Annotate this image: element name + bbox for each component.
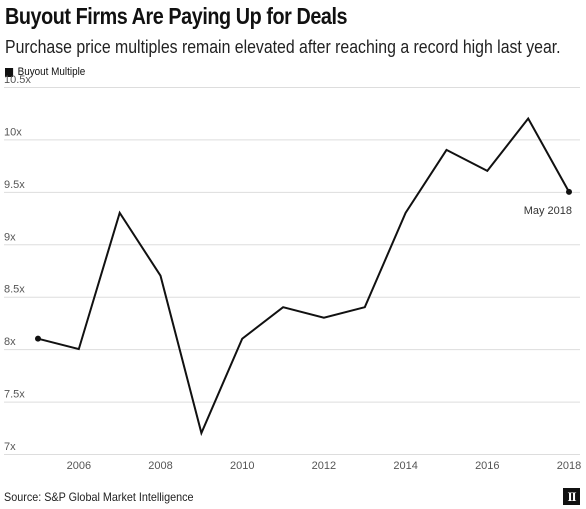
y-tick-label: 8x — [4, 336, 16, 348]
logo: II — [563, 488, 580, 505]
legend-swatch — [5, 67, 14, 77]
x-tick-label: 2014 — [393, 460, 417, 472]
y-tick-label: 8.5x — [4, 284, 25, 296]
x-tick-label: 2012 — [312, 460, 336, 472]
x-tick-label: 2018 — [557, 460, 581, 472]
annotation-label: May 2018 — [524, 205, 572, 217]
y-tick-label: 7.5x — [4, 389, 25, 401]
source-note: Source: S&P Global Market Intelligence — [4, 490, 194, 504]
chart-subtitle: Purchase price multiples remain elevated… — [5, 37, 561, 57]
x-tick-label: 2016 — [475, 460, 499, 472]
y-tick-label: 10x — [4, 126, 22, 138]
legend-label: Buyout Multiple — [17, 66, 86, 78]
y-tick-label: 7x — [4, 441, 16, 453]
y-tick-label: 9x — [4, 231, 16, 243]
legend: Buyout Multiple — [5, 66, 85, 78]
data-point-start — [35, 335, 41, 342]
series-line-buyout-multiple — [37, 116, 570, 437]
data-point-end — [566, 188, 572, 195]
x-tick-label: 2006 — [67, 460, 91, 472]
chart-title: Buyout Firms Are Paying Up for Deals — [5, 3, 348, 29]
y-tick-label: 9.5x — [4, 179, 25, 191]
x-tick-label: 2010 — [230, 460, 254, 472]
x-tick-label: 2008 — [148, 460, 172, 472]
y-tick-label: 10.5x — [4, 74, 31, 86]
